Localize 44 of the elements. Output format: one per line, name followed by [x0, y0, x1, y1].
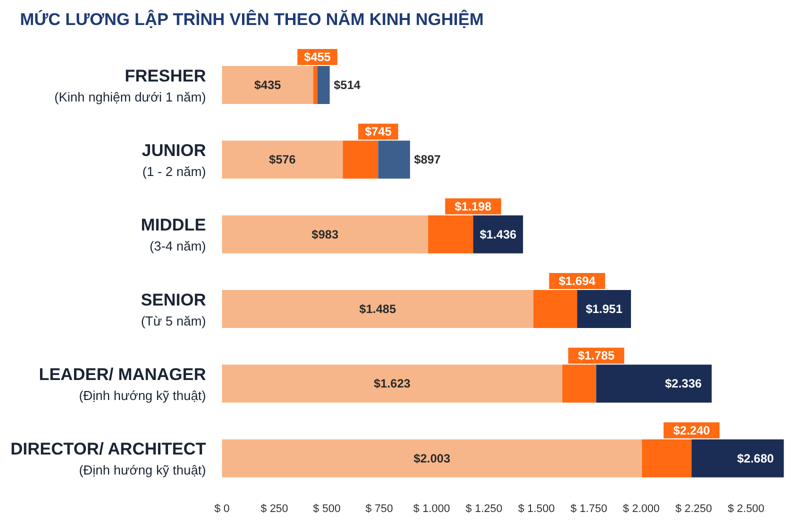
- bar: [222, 439, 642, 478]
- data-label: $2.003: [414, 451, 451, 466]
- x-tick-label: $ 0: [214, 502, 230, 515]
- annotation: $745: [364, 124, 392, 139]
- bar: [222, 364, 562, 403]
- x-tick-label: $ 2.250: [675, 502, 712, 515]
- bar: [222, 66, 314, 104]
- y-tick-label: DIRECTOR/ ARCHITECT (Định hướng kỹ thuật): [10, 440, 207, 478]
- x-tick-label: $ 1.000: [413, 502, 450, 515]
- x-tick-label: $ 2.500: [728, 502, 764, 515]
- x-tick-label: $ 1.500: [518, 502, 555, 515]
- x-tick-label: $ 500: [313, 502, 341, 515]
- x-tick-label: $ 1.750: [570, 502, 608, 515]
- annotation: $1.951: [586, 302, 623, 316]
- y-tick-label: SENIOR (Từ 5 năm): [140, 290, 206, 328]
- annotation: $455: [304, 50, 332, 64]
- bar: [222, 140, 343, 179]
- annotation: $1.436: [480, 227, 517, 242]
- annotation: $1.198: [454, 199, 492, 214]
- bar: [692, 439, 784, 478]
- y-tick-label: MIDDLE (3-4 năm): [140, 216, 206, 254]
- x-tick-label: $ 1.250: [466, 502, 502, 515]
- annotation: $2.240: [673, 423, 710, 438]
- chart-title: MỨC LƯƠNG LẬP TRÌNH VIÊN THEO NĂM KINH NGHIỆM: [19, 8, 485, 31]
- data-label: $983: [312, 227, 339, 242]
- x-tick-label: $ 250: [260, 502, 288, 515]
- annotation: $897: [414, 152, 442, 167]
- annotation: $1.694: [558, 274, 596, 288]
- data-label: $1.485: [359, 302, 396, 316]
- bar: [222, 290, 534, 328]
- data-label: $435: [254, 78, 282, 92]
- annotation: $2.336: [664, 376, 702, 391]
- data-label: $1.623: [374, 376, 411, 391]
- x-tick-label: $ 750: [365, 502, 393, 515]
- y-tick-label: FRESHER (Kinh nghiệm dưới 1 năm): [54, 66, 206, 104]
- data-label: $576: [269, 152, 296, 167]
- y-tick-label: LEADER/ MANAGER (Định hướng kỹ thuật): [38, 365, 206, 403]
- annotation: $1.785: [578, 348, 615, 363]
- x-tick-label: $ 2.000: [622, 502, 660, 515]
- bar: [222, 215, 428, 254]
- annotation: $2.680: [737, 451, 774, 466]
- bar: [596, 364, 712, 403]
- annotation: $514: [334, 78, 361, 92]
- y-tick-label: JUNIOR (1 - 2 năm): [142, 141, 206, 179]
